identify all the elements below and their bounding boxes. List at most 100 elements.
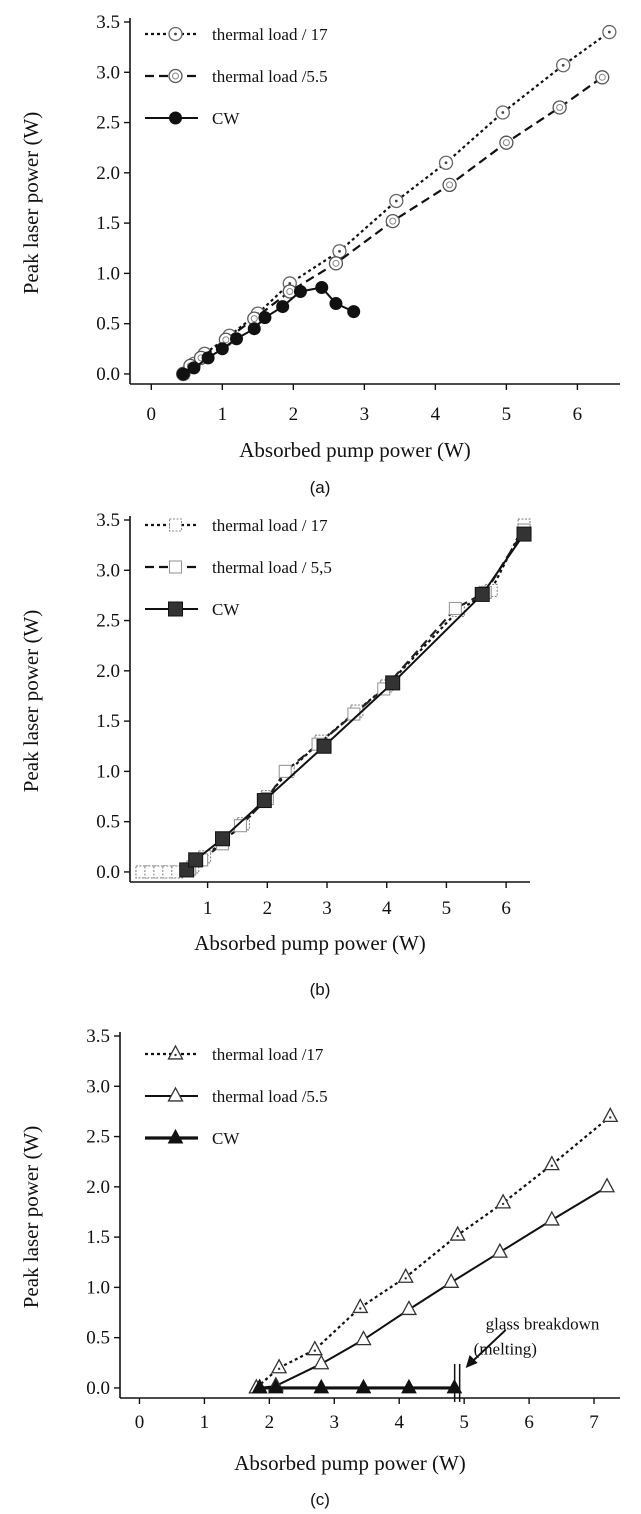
point-p3-s1-9 (602, 1107, 619, 1123)
point-p2-s3-100 (168, 601, 183, 617)
point-p2-s3-2 (188, 852, 204, 868)
y-tick-label: 1.5 (96, 711, 120, 732)
point-p2-s2-6 (278, 764, 292, 778)
y-tick-label: 0.0 (86, 1378, 110, 1399)
y-tick-label: 2.5 (96, 611, 120, 632)
point-p1-s1-11 (556, 58, 571, 73)
legend-entry-3: CW (145, 600, 240, 619)
point-p1-s3-5 (230, 332, 244, 346)
legend-entry-1: thermal load / 17 (145, 25, 328, 44)
point-p2-s3-3 (215, 831, 231, 847)
point-p3-s3-3 (313, 1378, 330, 1394)
x-tick-label: 2 (265, 1412, 275, 1433)
point-p3-s2-4 (355, 1330, 372, 1346)
point-p3-s1-6 (449, 1225, 466, 1241)
series-2 (251, 1177, 616, 1394)
x-tick-label: 0 (147, 404, 157, 425)
point-p3-s2-7 (491, 1242, 508, 1258)
legend-entry-2: thermal load / 5,5 (145, 558, 332, 577)
x-axis-title: Absorbed pump power (W) (234, 1451, 466, 1475)
point-p2-s2-100 (168, 560, 183, 574)
x-tick-label: 4 (394, 1412, 404, 1433)
point-p2-s3-4 (256, 793, 272, 809)
point-p1-s2-100 (168, 68, 183, 84)
x-tick-label: 1 (200, 1412, 210, 1433)
annotation-text: glass breakdown (486, 1315, 600, 1334)
point-p2-s3-5 (316, 738, 332, 754)
legend-label: thermal load / 5,5 (212, 558, 332, 577)
point-p3-s3-4 (355, 1378, 372, 1394)
point-p1-s3-2 (187, 361, 201, 375)
series-3 (176, 280, 361, 381)
point-p3-s1-4 (352, 1298, 369, 1314)
x-tick-label: 1 (203, 898, 213, 919)
point-p1-s2-12 (595, 70, 610, 85)
chart-panel-1: 0.0 0.5 1.0 1.5 2.0 2.5 3.0 3.5 0 1 2 3 4 5 6 Absorbed … (19, 12, 620, 497)
y-tick-label: 3.0 (96, 62, 120, 83)
panel-label: (b) (310, 980, 331, 999)
x-tick-label: 2 (263, 898, 273, 919)
legend-entry-3: CW (145, 1128, 240, 1148)
point-p1-s1-9 (438, 155, 454, 170)
point-p1-s1-100 (168, 26, 183, 42)
legend-label: thermal load / 17 (212, 516, 328, 535)
point-p3-s3-5 (401, 1378, 417, 1394)
point-p1-s1-7 (332, 244, 347, 259)
legend-label: thermal load / 17 (212, 25, 328, 44)
point-p2-s2-10 (448, 601, 462, 616)
y-tick-label: 1.0 (86, 1277, 110, 1298)
x-tick-label: 4 (382, 898, 392, 919)
point-p3-s2-3 (313, 1354, 330, 1370)
x-tick-label: 6 (501, 898, 511, 919)
y-tick-label: 2.0 (96, 661, 120, 682)
x-tick-label: 0 (135, 1412, 145, 1433)
point-p1-s3-10 (315, 280, 329, 294)
point-p2-s2-4 (233, 819, 247, 833)
point-p3-s1-3 (306, 1340, 323, 1356)
y-tick-label: 0.0 (96, 364, 120, 385)
legend-entry-1: thermal load /17 (145, 1044, 324, 1064)
point-p1-s1-8 (389, 193, 404, 209)
x-tick-label: 5 (459, 1412, 469, 1433)
point-p3-s3-100 (167, 1128, 184, 1144)
point-p1-s3-1 (176, 367, 190, 381)
chart-panel-2: 0.0 0.5 1.0 1.5 2.0 2.5 3.0 3.5 1 2 3 4 5 6 Absorbed p… (19, 510, 532, 999)
point-p1-s3-7 (258, 311, 272, 325)
point-p3-s1-5 (397, 1267, 414, 1283)
x-tick-label: 6 (524, 1412, 534, 1433)
y-tick-label: 1.5 (96, 213, 120, 234)
point-p2-s3-6 (385, 675, 401, 691)
y-tick-label: 2.5 (96, 113, 120, 134)
point-p3-s1-100 (167, 1044, 184, 1060)
y-tick-label: 3.0 (86, 1076, 110, 1097)
x-axis-title: Absorbed pump power (W) (194, 931, 426, 955)
y-tick-label: 3.0 (96, 560, 120, 581)
annotation-text: (melting) (474, 1340, 537, 1359)
series-2 (176, 70, 610, 382)
point-p2-s3-7 (474, 586, 490, 602)
x-tick-label: 3 (360, 404, 370, 425)
point-p1-s2-9 (442, 177, 457, 193)
point-p3-s3-2 (268, 1378, 284, 1394)
point-p2-s3-8 (516, 526, 532, 542)
point-p1-s2-10 (499, 135, 514, 150)
legend-entry-3: CW (145, 109, 240, 128)
series-1 (248, 1107, 619, 1394)
series-1 (135, 518, 531, 879)
point-p3-s1-7 (495, 1193, 512, 1209)
chart-panel-3: 0.0 0.5 1.0 1.5 2.0 2.5 3.0 3.5 0 1 2 3 4 5 6 7 Absorbed… (19, 1026, 620, 1509)
point-p1-s1-10 (495, 105, 510, 120)
y-tick-label: 0.5 (96, 812, 120, 833)
y-tick-label: 1.0 (96, 761, 120, 782)
x-tick-label: 4 (431, 404, 441, 425)
arrow-head (465, 1354, 478, 1368)
x-tick-label: 1 (218, 404, 228, 425)
x-tick-label: 2 (289, 404, 299, 425)
panel-label: (c) (310, 1490, 330, 1509)
x-axis-title: Absorbed pump power (W) (239, 438, 471, 462)
y-tick-label: 0.0 (96, 862, 120, 883)
point-p3-s3-1 (251, 1378, 268, 1394)
series-line-1 (255, 1115, 611, 1389)
y-tick-label: 2.0 (86, 1177, 110, 1198)
